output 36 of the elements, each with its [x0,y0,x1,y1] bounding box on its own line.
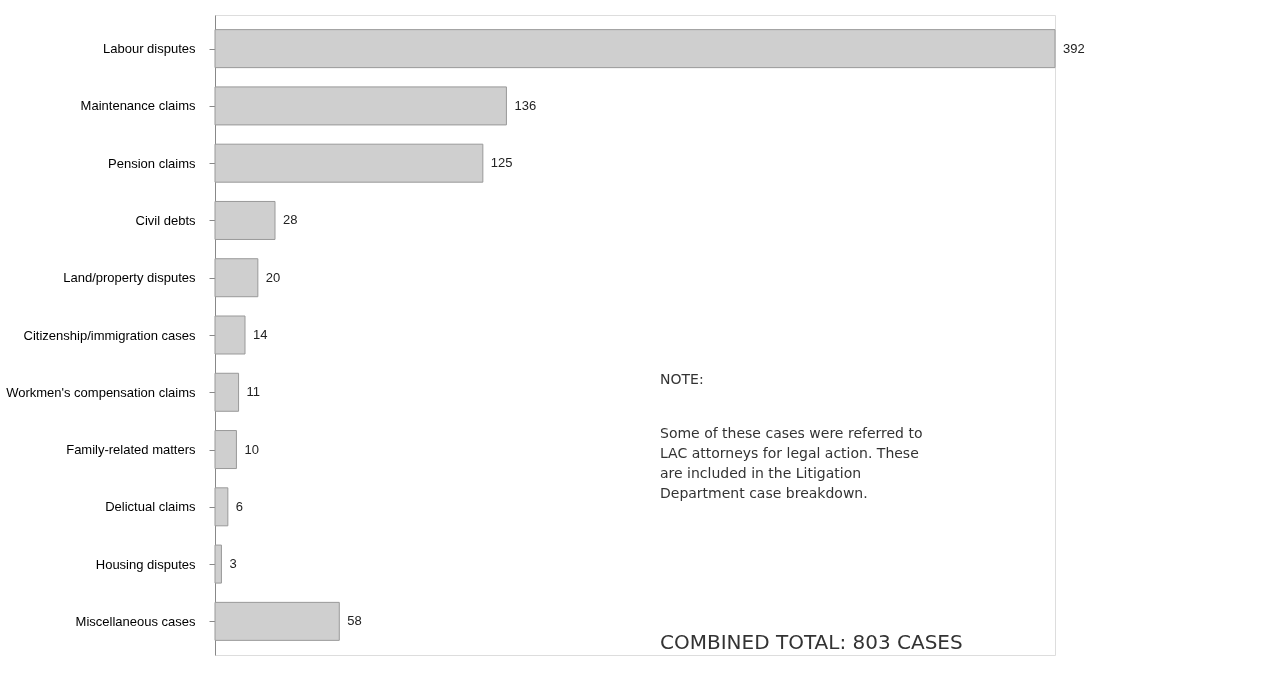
annotation: COMBINED TOTAL: 803 CASES [660,630,963,654]
data-label: 14 [253,327,268,342]
bar [214,200,276,240]
y-tick-label: Family-related matters [66,442,196,458]
data-label: 125 [490,155,513,171]
y-tick-label: Housing disputes [95,556,196,572]
annotation: NOTE: [660,371,704,387]
bar [214,372,240,412]
y-tick-label: Miscellaneous cases [75,613,196,629]
bar [214,430,237,470]
y-tick-label: Maintenance claims [80,98,196,114]
data-label: 3 [229,556,237,572]
y-tick-label: Workmen's compensation claims [6,384,196,400]
bar [214,29,1056,69]
bar [214,544,222,584]
data-label: 28 [283,212,298,228]
annotation: Some of these cases were referred to LAC attorneys for legal action. These are included in the Litigation Department case breakdown. [660,425,923,501]
bar [214,315,246,355]
data-label: 136 [514,97,537,113]
y-tick-label: Pension claims [108,155,196,171]
y-tick-label: Delictual claims [105,499,196,515]
data-label: 58 [347,613,362,629]
data-label: 10 [244,441,259,457]
data-label: 6 [235,498,244,514]
data-label: 11 [246,384,261,400]
bar [214,143,484,183]
y-tick-label: Civil debts [135,212,196,228]
bar [214,258,259,298]
data-label: 392 [1063,40,1085,56]
bar [214,487,229,527]
y-tick-label: Labour disputes [102,41,196,57]
y-tick-label: Citizenship/immigration cases [23,327,196,343]
y-tick-label: Land/property disputes [63,270,196,286]
bar [214,601,340,641]
data-label: 20 [265,269,281,285]
bar [214,86,507,126]
